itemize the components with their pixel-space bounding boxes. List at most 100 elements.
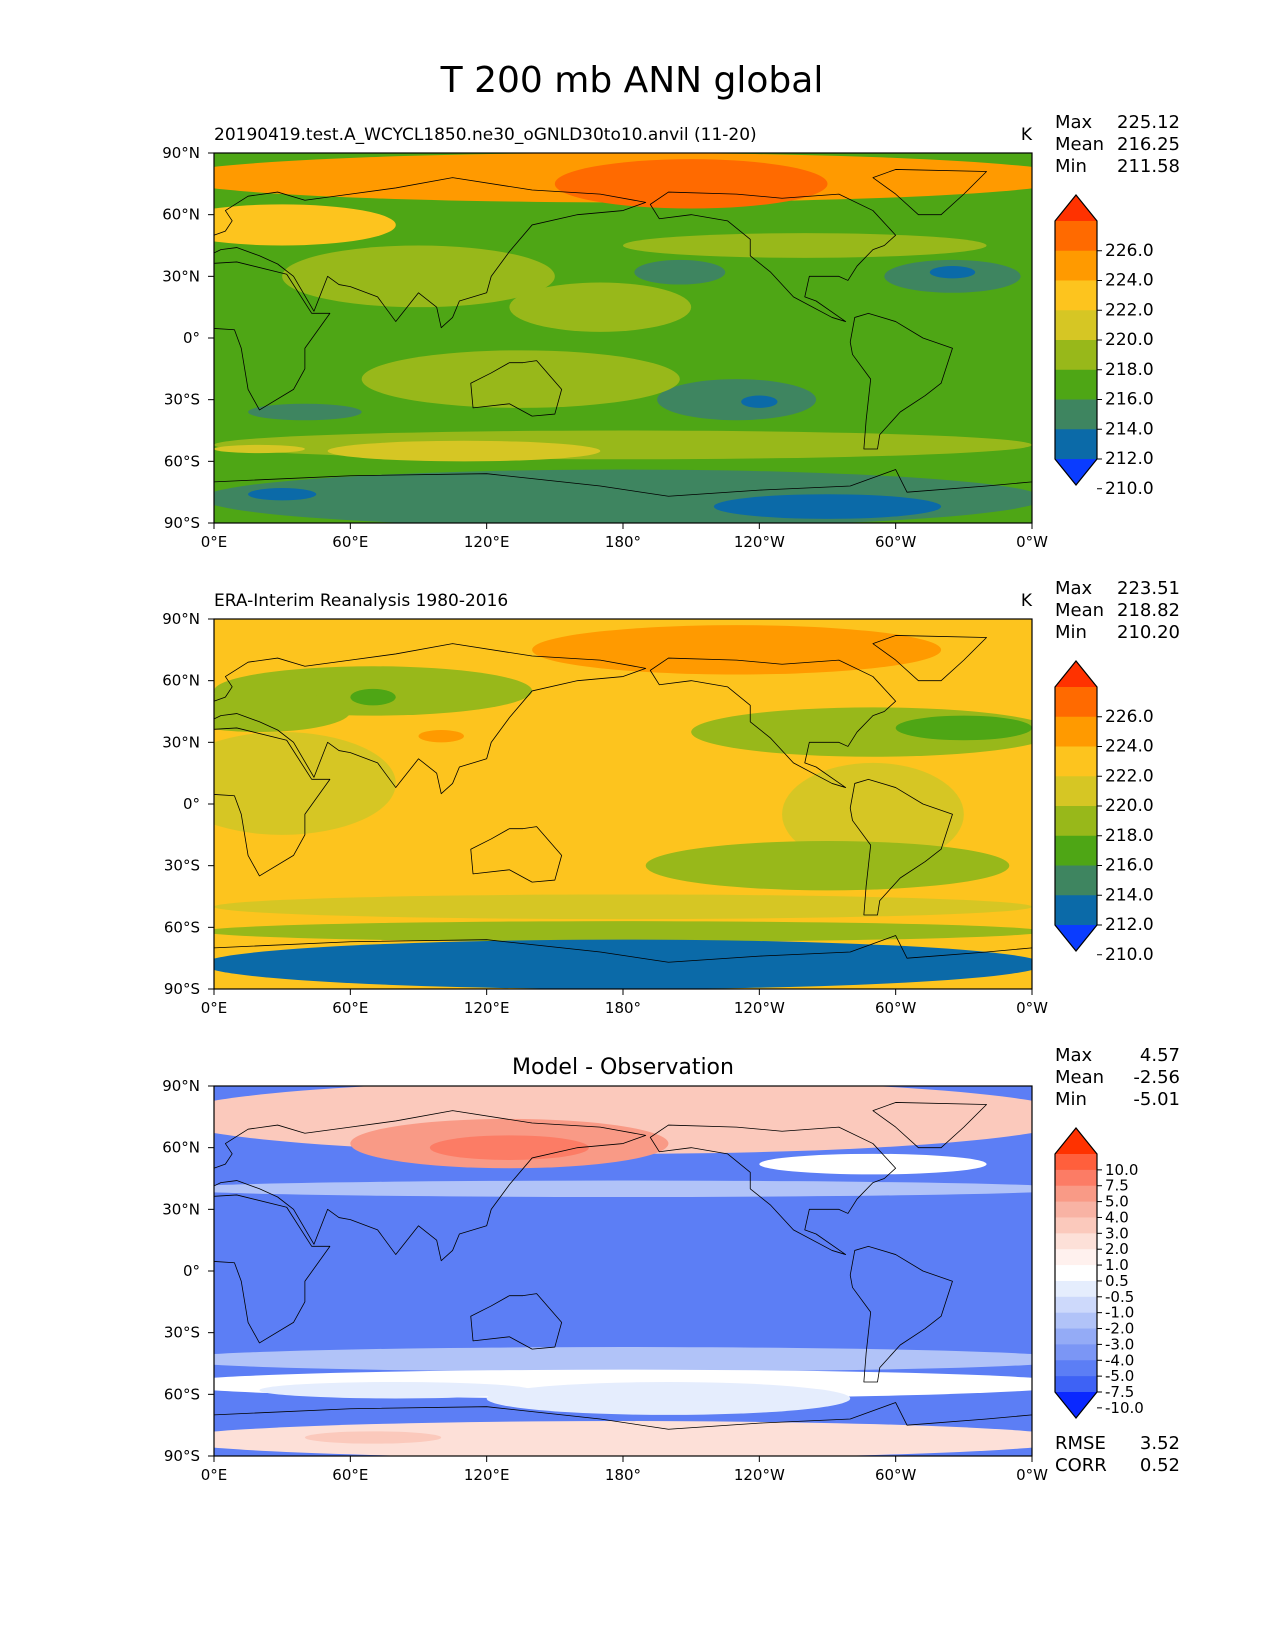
y-tick-label: 30°N — [162, 1200, 200, 1218]
colorbar-label: 212.0 — [1105, 915, 1154, 935]
colorbar-label: -7.5 — [1105, 1383, 1134, 1401]
y-tick-label: 0° — [183, 1262, 200, 1280]
coastline — [470, 1293, 563, 1350]
x-tick-label: 120°E — [464, 1466, 510, 1484]
metric-value: 0.52 — [1140, 1455, 1180, 1476]
colorbar-label: 212.0 — [1105, 449, 1154, 469]
stat-value: 225.12 — [1117, 112, 1180, 133]
field-contour — [741, 395, 778, 408]
colorbar-segment — [1055, 1360, 1097, 1377]
colorbar-segment — [1055, 340, 1097, 371]
field-contour — [214, 444, 305, 454]
coastline — [214, 1110, 647, 1262]
colorbar-label: 216.0 — [1105, 390, 1154, 410]
colorbar-segment — [1055, 1233, 1097, 1250]
field-contour — [214, 469, 1032, 523]
x-tick-label: 0°W — [1016, 533, 1048, 551]
y-tick-label: 60°N — [162, 206, 200, 224]
stat-value: 216.25 — [1117, 134, 1180, 155]
panels: 20190419.test.A_WCYCL1850.ne30_oGNLD30to… — [162, 112, 1180, 1484]
stat-value: 210.20 — [1117, 622, 1180, 643]
panel-1: 20190419.test.A_WCYCL1850.ne30_oGNLD30to… — [162, 112, 1180, 551]
colorbar-label: -2.0 — [1105, 1320, 1134, 1338]
coastline — [214, 261, 331, 411]
stat-value: -2.56 — [1133, 1067, 1180, 1088]
colorbar-segment — [1055, 310, 1097, 341]
stat-label: Max — [1055, 112, 1093, 133]
colorbar-segment — [1055, 250, 1097, 282]
y-tick-label: 90°S — [164, 1447, 200, 1465]
colorbar-segment — [1055, 835, 1097, 867]
colorbar-segment — [1055, 1296, 1097, 1314]
field-contour — [304, 1431, 442, 1444]
field-contour — [259, 1382, 533, 1399]
colorbar-label: 218.0 — [1105, 826, 1154, 846]
colorbar-extend-min — [1055, 1392, 1097, 1418]
colorbar: 10.07.55.04.03.02.01.00.5-0.5-1.0-2.0-3.… — [1054, 1127, 1144, 1419]
x-tick-label: 0°E — [201, 999, 228, 1017]
field-contour — [214, 732, 396, 835]
y-tick-label: 90°S — [164, 514, 200, 532]
metric-value: 3.52 — [1140, 1433, 1180, 1454]
colorbar-segment — [1055, 865, 1097, 896]
y-tick-label: 60°S — [164, 452, 200, 470]
y-tick-label: 90°N — [162, 610, 200, 628]
x-tick-label: 60°E — [332, 1466, 368, 1484]
panel-3: Model - Observation 0°E 60°E 120°E 180° 120°W… — [162, 1045, 1180, 1484]
colorbar-label: -3.0 — [1105, 1335, 1134, 1353]
field-contour — [327, 440, 601, 462]
colorbar-segment — [1055, 746, 1097, 777]
colorbar-extend-min — [1055, 459, 1097, 485]
map-field — [214, 1086, 1032, 1456]
field-contour — [214, 690, 351, 733]
units-label: K — [1021, 591, 1033, 611]
field-contour — [634, 259, 726, 285]
x-tick-label: 60°E — [332, 533, 368, 551]
colorbar-label: 210.0 — [1105, 479, 1154, 499]
stat-label: Max — [1055, 1045, 1093, 1066]
stat-label: Mean — [1055, 600, 1104, 621]
field-contour — [532, 625, 942, 675]
field-contour — [713, 494, 942, 519]
field-contour — [429, 1135, 589, 1160]
coastline — [214, 177, 647, 329]
y-tick-label: 0° — [183, 795, 200, 813]
colorbar-segment — [1055, 399, 1097, 430]
stat-label: Mean — [1055, 1067, 1104, 1088]
colorbar-label: 226.0 — [1105, 707, 1154, 727]
field-contour — [929, 266, 976, 279]
colorbar-label: 4.0 — [1105, 1208, 1129, 1226]
field-contour — [759, 1153, 987, 1175]
colorbar-segment — [1055, 1169, 1097, 1187]
colorbar-segment — [1055, 280, 1097, 311]
y-tick-label: 30°N — [162, 267, 200, 285]
colorbar-label: 1.0 — [1105, 1256, 1129, 1274]
coastline — [649, 191, 897, 322]
colorbar-segment — [1055, 1265, 1097, 1282]
colorbar-extend-max — [1055, 1128, 1097, 1154]
coastline — [849, 312, 953, 450]
x-tick-label: 60°W — [875, 1466, 917, 1484]
field-contour — [486, 1382, 851, 1415]
stat-value: -5.01 — [1133, 1089, 1180, 1110]
diff-metrics: RMSE 3.52 CORR 0.52 — [1055, 1433, 1180, 1476]
field-contour — [214, 1180, 1032, 1197]
field-contour — [350, 688, 396, 706]
coastline — [872, 635, 987, 682]
field-contour — [248, 488, 317, 501]
field-contour — [214, 921, 1032, 942]
stat-label: Min — [1055, 1089, 1087, 1110]
x-tick-label: 0°E — [201, 533, 228, 551]
stat-label: Max — [1055, 578, 1093, 599]
colorbar-extend-max — [1055, 195, 1097, 221]
coastline — [214, 727, 331, 877]
colorbar-label: 214.0 — [1105, 419, 1154, 439]
field-contour — [361, 350, 680, 408]
field-contour — [282, 245, 555, 308]
colorbar-label: 0.5 — [1105, 1272, 1129, 1290]
coastline — [649, 657, 897, 788]
colorbar-label: -5.0 — [1105, 1367, 1134, 1385]
field-contour — [623, 233, 987, 258]
x-tick-label: 180° — [605, 533, 641, 551]
colorbar-segment — [1055, 1376, 1097, 1393]
